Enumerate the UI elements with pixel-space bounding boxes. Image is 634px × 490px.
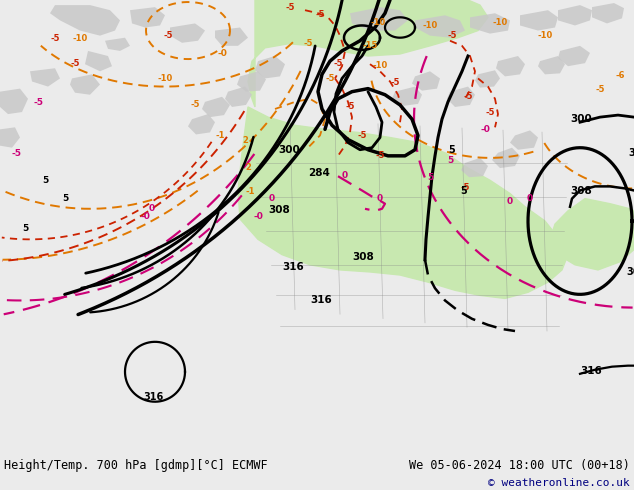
Polygon shape bbox=[225, 87, 252, 107]
Text: 308: 308 bbox=[626, 267, 634, 277]
Polygon shape bbox=[188, 114, 215, 134]
Polygon shape bbox=[558, 5, 592, 25]
Text: -5: -5 bbox=[460, 183, 470, 193]
Text: -5: -5 bbox=[375, 151, 385, 160]
Text: -5: -5 bbox=[391, 77, 400, 87]
Polygon shape bbox=[215, 27, 248, 46]
Text: 300: 300 bbox=[570, 114, 592, 124]
Text: 316: 316 bbox=[580, 366, 602, 376]
Polygon shape bbox=[558, 46, 590, 66]
Polygon shape bbox=[170, 24, 205, 43]
Text: 284: 284 bbox=[308, 168, 330, 178]
Text: -5: -5 bbox=[325, 74, 335, 83]
Text: -5: -5 bbox=[463, 92, 473, 101]
Polygon shape bbox=[248, 0, 488, 107]
Text: 31: 31 bbox=[628, 148, 634, 158]
Text: 308: 308 bbox=[352, 252, 374, 262]
Text: 5: 5 bbox=[427, 173, 433, 182]
Text: -5: -5 bbox=[346, 102, 355, 111]
Text: -15: -15 bbox=[362, 41, 378, 50]
Polygon shape bbox=[0, 127, 20, 147]
Polygon shape bbox=[510, 130, 538, 150]
Text: 2: 2 bbox=[242, 136, 248, 145]
Text: 0: 0 bbox=[269, 194, 275, 203]
Polygon shape bbox=[238, 107, 568, 298]
Text: 316: 316 bbox=[143, 392, 163, 402]
Text: -0: -0 bbox=[253, 212, 263, 221]
Text: -10: -10 bbox=[538, 31, 553, 40]
Polygon shape bbox=[70, 74, 100, 95]
Text: -10: -10 bbox=[422, 21, 437, 29]
Text: 5: 5 bbox=[448, 145, 455, 155]
Text: -5: -5 bbox=[357, 130, 366, 140]
Polygon shape bbox=[202, 97, 230, 117]
Polygon shape bbox=[105, 38, 130, 51]
Text: -10: -10 bbox=[372, 61, 387, 70]
Text: 0: 0 bbox=[377, 194, 383, 203]
Polygon shape bbox=[392, 87, 422, 106]
Text: 5: 5 bbox=[42, 176, 48, 185]
Text: -10: -10 bbox=[157, 74, 172, 83]
Text: 5: 5 bbox=[62, 194, 68, 203]
Text: -6: -6 bbox=[615, 72, 624, 80]
Text: -1: -1 bbox=[245, 187, 255, 196]
Polygon shape bbox=[520, 10, 558, 30]
Polygon shape bbox=[447, 87, 475, 107]
Polygon shape bbox=[538, 56, 565, 74]
Polygon shape bbox=[85, 51, 112, 72]
Polygon shape bbox=[237, 72, 266, 92]
Text: 0: 0 bbox=[507, 196, 513, 206]
Text: -5: -5 bbox=[447, 31, 456, 40]
Text: -10: -10 bbox=[493, 19, 508, 27]
Text: -5: -5 bbox=[12, 149, 22, 158]
Polygon shape bbox=[30, 68, 60, 87]
Text: -5: -5 bbox=[190, 100, 200, 109]
Polygon shape bbox=[592, 3, 624, 24]
Polygon shape bbox=[461, 158, 488, 177]
Text: 0: 0 bbox=[149, 204, 155, 213]
Polygon shape bbox=[350, 7, 408, 30]
Polygon shape bbox=[255, 56, 285, 78]
Text: -5: -5 bbox=[33, 98, 43, 107]
Text: -5: -5 bbox=[485, 108, 495, 117]
Text: 5: 5 bbox=[22, 224, 29, 233]
Text: 0: 0 bbox=[527, 194, 533, 203]
Text: 5: 5 bbox=[460, 186, 467, 196]
Polygon shape bbox=[550, 198, 634, 270]
Text: -0: -0 bbox=[140, 212, 150, 221]
Text: -5: -5 bbox=[333, 59, 343, 68]
Text: -5: -5 bbox=[70, 59, 80, 68]
Text: © weatheronline.co.uk: © weatheronline.co.uk bbox=[488, 478, 630, 488]
Polygon shape bbox=[415, 15, 465, 38]
Text: 316: 316 bbox=[282, 262, 304, 272]
Text: 5: 5 bbox=[447, 156, 453, 165]
Text: -10: -10 bbox=[72, 34, 87, 43]
Polygon shape bbox=[492, 147, 520, 168]
Text: -0: -0 bbox=[480, 125, 490, 134]
Polygon shape bbox=[130, 7, 165, 27]
Text: -5: -5 bbox=[163, 31, 172, 40]
Polygon shape bbox=[470, 13, 510, 34]
Text: -0: -0 bbox=[218, 49, 228, 58]
Polygon shape bbox=[0, 89, 28, 114]
Text: We 05-06-2024 18:00 UTC (00+18): We 05-06-2024 18:00 UTC (00+18) bbox=[409, 459, 630, 472]
Text: 316: 316 bbox=[310, 294, 332, 304]
Polygon shape bbox=[475, 70, 500, 88]
Text: 2: 2 bbox=[245, 163, 251, 172]
Text: 300: 300 bbox=[278, 145, 300, 155]
Text: 308: 308 bbox=[268, 205, 290, 215]
Text: -5: -5 bbox=[303, 39, 313, 48]
Polygon shape bbox=[412, 72, 440, 91]
Text: -10: -10 bbox=[370, 19, 385, 27]
Text: Height/Temp. 700 hPa [gdmp][°C] ECMWF: Height/Temp. 700 hPa [gdmp][°C] ECMWF bbox=[4, 459, 268, 472]
Text: -5: -5 bbox=[315, 10, 325, 19]
Text: -5: -5 bbox=[595, 85, 605, 94]
Text: 308: 308 bbox=[570, 186, 592, 196]
Text: -5: -5 bbox=[50, 34, 60, 43]
Text: -1: -1 bbox=[216, 130, 224, 140]
Polygon shape bbox=[50, 5, 120, 36]
Polygon shape bbox=[496, 56, 525, 76]
Text: 0: 0 bbox=[342, 171, 348, 180]
Text: -5: -5 bbox=[285, 3, 295, 12]
